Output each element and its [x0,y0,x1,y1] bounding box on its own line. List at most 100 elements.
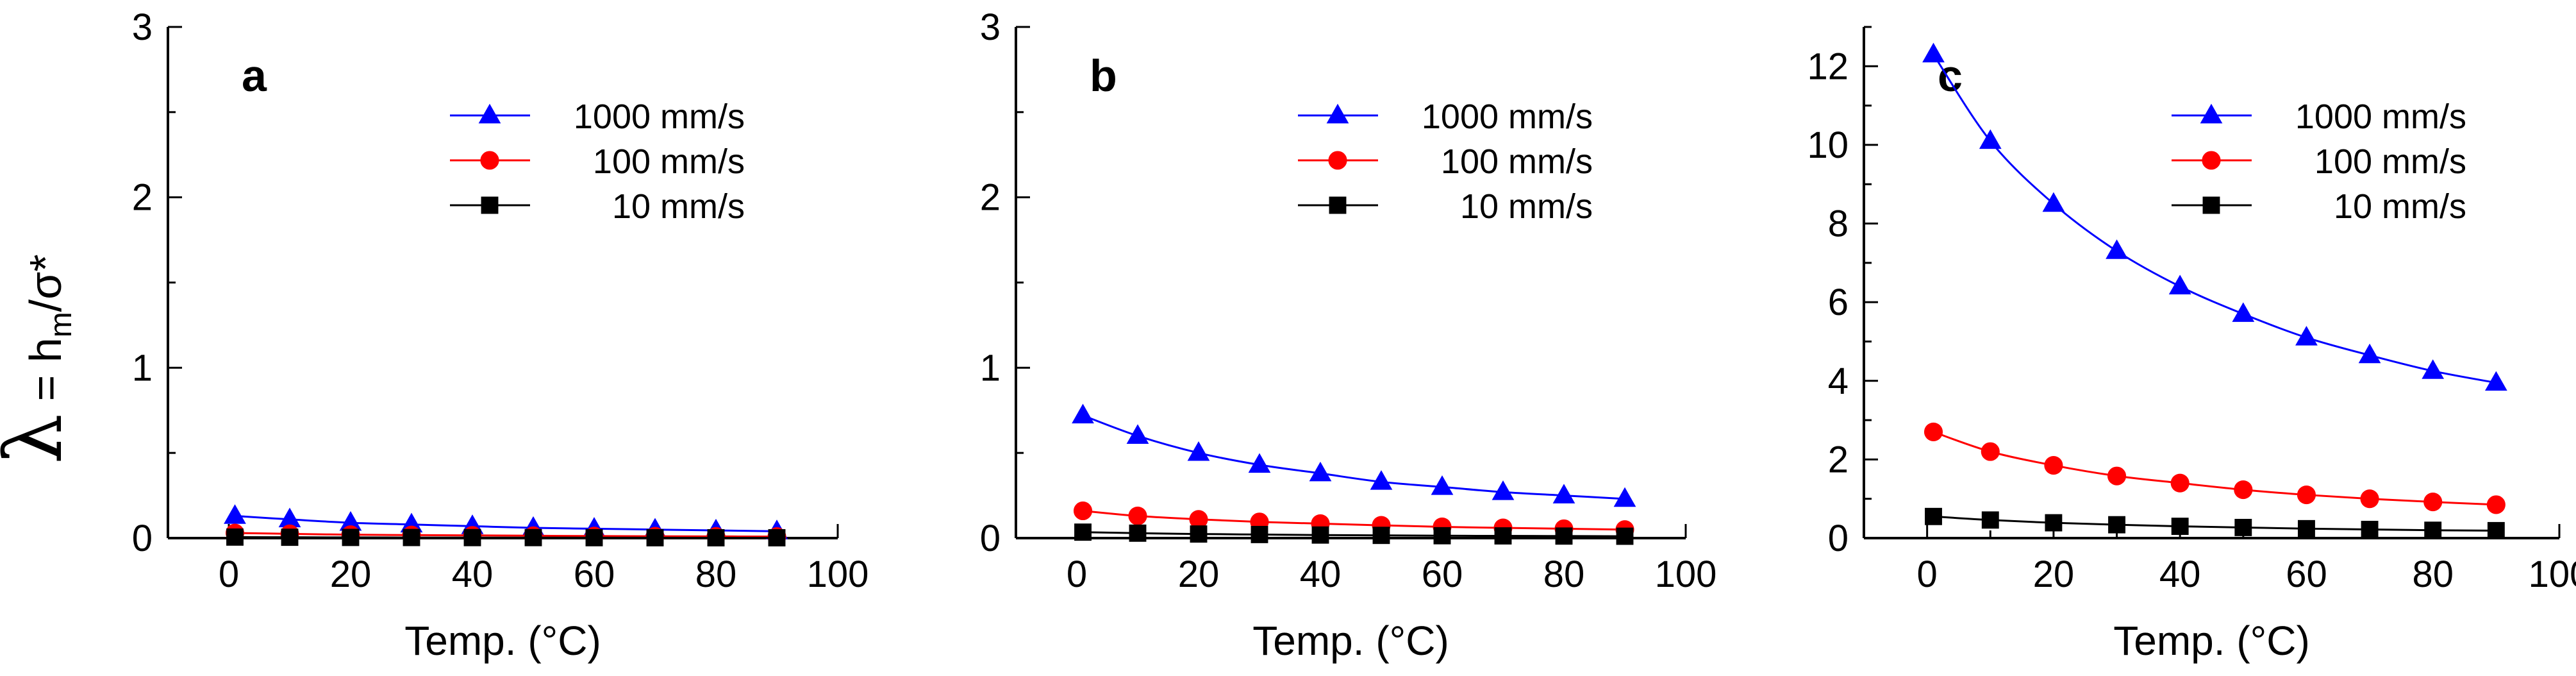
data-point [2042,192,2065,212]
series-100-mm-s [1924,422,2505,514]
data-point [1248,453,1271,473]
series-10-mm-s [1074,523,1634,545]
legend-label: 10 mm/s [2334,187,2466,226]
data-point [2297,486,2316,505]
legend-marker [2202,151,2221,170]
y-tick-label: 2 [132,177,153,219]
legend-entry: 10 mm/s [450,187,745,226]
x-axis-label: Temp. (°C) [404,618,601,664]
data-point [1372,527,1390,545]
data-point [1190,525,1208,543]
data-point [1073,501,1093,521]
legend-marker [2202,196,2220,214]
legend-label: 1000 mm/s [2295,97,2466,136]
series-line [1083,531,1625,537]
data-point [1311,526,1329,544]
data-point [2107,466,2127,486]
data-point [1492,480,1515,500]
x-tick-label: 60 [1422,553,1463,595]
data-point [2360,489,2379,509]
data-point [1072,403,1094,424]
data-point [403,528,420,546]
legend-label: 1000 mm/s [1422,97,1593,136]
x-tick-label: 80 [2412,553,2454,595]
y-tick-label: 0 [132,518,153,559]
data-point [2485,371,2507,391]
x-axis-label: Temp. (°C) [2113,618,2310,664]
x-tick-label: 80 [1543,553,1585,595]
data-point [768,529,786,546]
x-tick-label: 80 [695,553,737,595]
data-point [2168,275,2191,294]
panel-label: b [1090,51,1117,101]
y-tick-label: 2 [980,177,1001,219]
series-10-mm-s [226,528,786,546]
data-point [2295,326,2318,346]
legend-marker [480,151,499,170]
data-point [1074,523,1092,541]
x-tick-label: 60 [2286,553,2327,595]
data-point [1613,487,1636,507]
data-point [2298,520,2315,537]
data-point [342,528,360,546]
y-axis-label-equals: = h [21,337,71,414]
y-tick-label: 0 [1828,518,1849,559]
x-tick-label: 40 [1300,553,1342,595]
legend-marker [2200,103,2223,124]
x-tick-label: 100 [1655,553,1717,595]
x-tick-label: 40 [2159,553,2201,595]
data-point [400,512,423,533]
legend-entry: 10 mm/s [2172,187,2466,226]
y-tick-label: 6 [1828,282,1849,323]
data-point [1128,506,1147,526]
data-point [1555,527,1573,545]
chart-panel-a: 0 20 40 60 80 100 0 1 2 3 Temp. (°C) a 1000 mm/s 100 … [132,6,869,664]
legend-label: 10 mm/s [1460,187,1593,226]
y-tick-label: 3 [132,6,153,48]
data-point [1922,42,1945,63]
legend-entry: 100 mm/s [1298,142,1593,181]
y-tick-label: 0 [980,518,1001,559]
data-point [1189,510,1208,529]
data-point [1251,525,1268,543]
legend-entry: 1000 mm/s [2172,97,2466,136]
series-line [1933,515,2497,532]
series-line [1083,509,1625,531]
data-point [1494,527,1512,545]
legend-marker [478,103,501,124]
series-1000-mm-s [1072,403,1636,507]
series-line [235,514,777,532]
y-tick-label: 3 [980,6,1001,48]
data-point [2358,343,2381,364]
y-axis-label-sub: m [44,312,78,337]
data-point [278,507,301,528]
series-line [1933,431,2497,506]
legend-marker [1326,103,1349,124]
x-tick-label: 20 [330,553,372,595]
legend-marker [1328,151,1347,170]
data-point [524,528,542,546]
x-tick-label: 60 [574,553,615,595]
y-tick-label: 12 [1807,46,1849,87]
legend-entry: 1000 mm/s [1298,97,1593,136]
data-point [2234,519,2252,536]
data-point [2486,495,2505,514]
series-10-mm-s [1925,507,2505,539]
x-axis-label: Temp. (°C) [1252,618,1449,664]
legend-label: 1000 mm/s [574,97,745,136]
data-point [1126,424,1149,444]
data-point [1981,442,2000,461]
data-point [463,528,481,546]
x-tick-label: 0 [1917,553,1938,595]
data-point [1616,527,1634,545]
x-tick-label: 40 [452,553,494,595]
y-tick-label: 2 [1828,439,1849,480]
chart-panel-b: 0 20 40 60 80 100 0 1 2 3 Temp. (°C) b 1000 mm/s 100 … [980,6,1717,664]
x-tick-label: 20 [2033,553,2075,595]
legend-entry: 100 mm/s [2172,142,2466,181]
data-point [2361,521,2379,538]
x-tick-label: 100 [2529,553,2576,595]
data-point [281,528,299,546]
